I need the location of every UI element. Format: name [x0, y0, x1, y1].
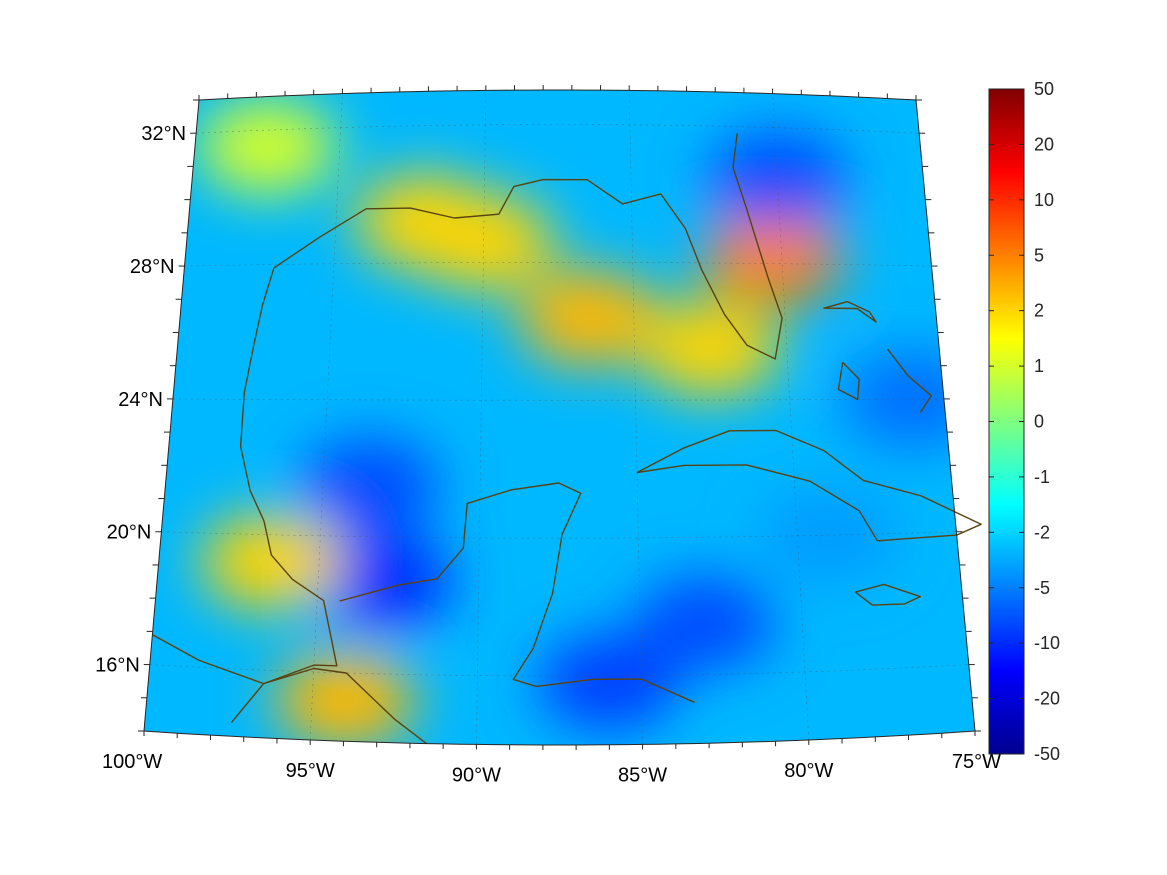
coastline — [837, 361, 860, 401]
lon-label: 100°W — [102, 751, 162, 773]
field-bay-of-campeche-minimum — [312, 533, 453, 630]
coastlines — [152, 133, 982, 745]
colorbar-tick-label: 50 — [1034, 79, 1054, 99]
coastline — [152, 634, 427, 745]
parallel-line — [196, 124, 920, 134]
data-field — [144, 90, 975, 745]
coastline — [230, 133, 783, 724]
field-louisiana-shelf-positive — [354, 173, 495, 270]
field-tehuantepec-positive — [275, 652, 416, 745]
colorbar-gradient — [988, 88, 1025, 755]
field-atlantic-east-florida-maximum — [702, 208, 843, 305]
colorbar-tick-label: -20 — [1034, 689, 1060, 709]
colorbar-tick-label: 5 — [1034, 245, 1044, 265]
longitude-labels: 100°W 95°W 90°W 85°W 80°W 75°W — [102, 751, 1001, 786]
field-veracruz-coast-positive — [201, 513, 342, 610]
meridian-line — [476, 90, 487, 745]
lon-label: 85°W — [618, 764, 667, 786]
parallel-line — [184, 262, 932, 267]
frame-ticks — [138, 85, 981, 750]
colorbar-tick-label: 1 — [1034, 356, 1044, 376]
colorbar-tick-label: -2 — [1034, 522, 1050, 542]
lat-label: 24°N — [118, 389, 163, 411]
lat-label: 20°N — [107, 522, 152, 544]
colorbar-tick-label: -50 — [1034, 744, 1060, 764]
colorbar-tick-label: -1 — [1034, 467, 1050, 487]
field-western-gulf-minimum — [300, 437, 441, 534]
lon-label: 75°W — [952, 751, 1001, 773]
field-bahamas-minimum — [843, 351, 975, 448]
parallel-line — [172, 398, 944, 401]
colorbar-tick-label: 10 — [1034, 190, 1054, 210]
field-caribbean-west-minimum — [634, 575, 775, 672]
coastline — [886, 348, 932, 413]
lon-label: 80°W — [784, 760, 833, 782]
coastline — [823, 300, 877, 323]
field-central-gulf-positive-patch — [518, 269, 659, 366]
field-honduras-coast-minimum — [538, 634, 679, 731]
field-texas-interior-positive — [197, 98, 338, 195]
lat-label: 16°N — [95, 655, 140, 677]
lon-label: 90°W — [452, 764, 501, 786]
field-atlantic-northeast-minimum — [707, 130, 848, 227]
coastline — [636, 429, 982, 542]
lon-label: 95°W — [286, 760, 335, 782]
latitude-labels: 32°N 28°N 24°N 20°N 16°N — [95, 123, 186, 676]
colorbar-tick-label: 2 — [1034, 301, 1044, 321]
coastline — [854, 583, 921, 606]
lat-label: 28°N — [130, 256, 175, 278]
parallel-line — [149, 664, 969, 677]
meridian-line — [628, 90, 643, 745]
colorbar-tick-label: 0 — [1034, 412, 1044, 432]
parallel-line — [161, 531, 957, 539]
colorbar-tick-label: -10 — [1034, 633, 1060, 653]
coastline — [339, 482, 695, 703]
field-southwest-florida-positive — [640, 300, 781, 397]
lat-label: 32°N — [141, 123, 186, 145]
colorbar-tick-label: 20 — [1034, 134, 1054, 154]
colorbar-tick-label: -5 — [1034, 578, 1050, 598]
